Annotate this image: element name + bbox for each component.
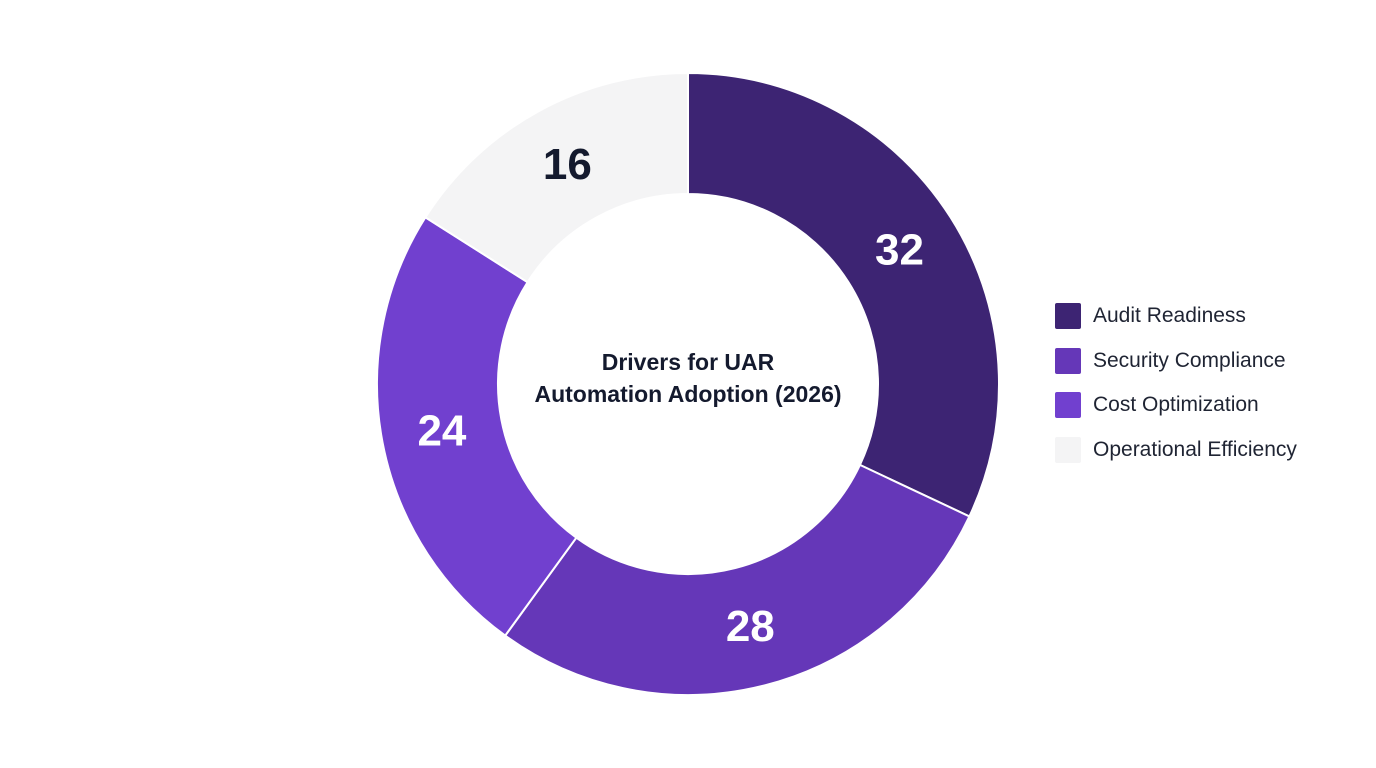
slice-operational-efficiency <box>424 71 689 284</box>
slice-value-label-cost-optimization: 24 <box>417 406 466 455</box>
slice-value-label-operational-efficiency: 16 <box>543 140 592 189</box>
chart-title-line-1: Drivers for UAR <box>601 349 775 375</box>
legend-swatch <box>1055 303 1081 329</box>
legend-label: Operational Efficiency <box>1093 437 1297 461</box>
slice-value-label-audit-readiness: 32 <box>875 225 924 274</box>
slice-value-label-security-compliance: 28 <box>726 602 775 651</box>
legend-label: Cost Optimization <box>1093 393 1259 416</box>
slice-security-compliance <box>503 463 971 696</box>
chart-title: Drivers for UAR Automation Adoption (202… <box>488 346 888 410</box>
slice-cost-optimization <box>376 215 578 638</box>
legend-swatch <box>1055 392 1081 418</box>
legend-item-audit-readiness: Audit Readiness <box>1055 302 1297 330</box>
chart-legend: Audit Readiness Security Compliance Cost O… <box>1055 302 1297 480</box>
legend-swatch <box>1055 436 1081 463</box>
legend-item-security-compliance: Security Compliance <box>1055 347 1297 375</box>
legend-label: Audit Readiness <box>1093 304 1246 327</box>
slice-audit-readiness <box>687 71 1000 518</box>
legend-item-operational-efficiency: Operational Efficiency <box>1055 436 1297 464</box>
chart-title-line-2: Automation Adoption (2026) <box>534 381 842 407</box>
legend-item-cost-optimization: Cost Optimization <box>1055 391 1297 419</box>
legend-label: Security Compliance <box>1093 348 1286 372</box>
legend-swatch <box>1055 347 1081 374</box>
